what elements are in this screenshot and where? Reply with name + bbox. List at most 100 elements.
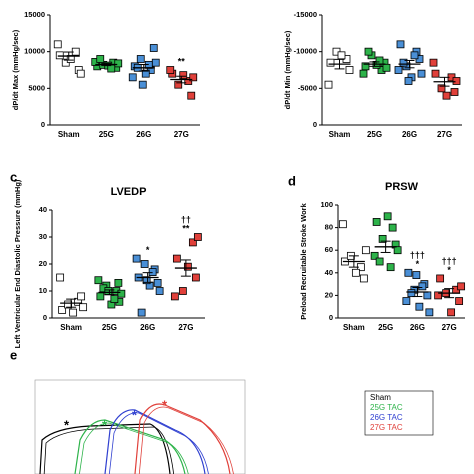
pv-frame: [34, 379, 246, 474]
data-point: [96, 292, 105, 301]
data-point: [375, 56, 384, 65]
data-point: [418, 282, 427, 291]
data-point: [386, 263, 395, 272]
x-tick-label: 27G: [178, 323, 193, 332]
x-tick-label: 25G: [378, 323, 393, 332]
data-point: [138, 80, 147, 89]
legend-box: [364, 390, 434, 436]
data-point: [452, 77, 461, 85]
y-tick-label: 0: [41, 120, 45, 129]
data-point: [402, 297, 411, 305]
y-tick-label: 80: [325, 223, 333, 232]
panel-label: d: [288, 173, 296, 188]
data-point: [404, 268, 413, 277]
data-point: [187, 91, 196, 100]
data-point: [170, 292, 179, 301]
data-point: [174, 80, 183, 89]
loop-marker: *: [162, 397, 168, 412]
legend-label: Sham: [370, 393, 391, 402]
y-tick-label: 10000: [24, 47, 45, 56]
data-point: [383, 212, 392, 221]
loop-marker: *: [132, 407, 138, 422]
data-point: [155, 287, 164, 295]
data-point: [434, 291, 443, 300]
y-tick-label: 10: [39, 286, 47, 295]
data-point: [450, 88, 459, 96]
significance-marker: **: [178, 56, 186, 66]
x-tick-label: Sham: [58, 130, 80, 139]
y-tick-label: 30: [39, 232, 47, 241]
data-point: [94, 276, 103, 285]
data-point: [140, 260, 149, 268]
data-point: [378, 234, 387, 243]
legend-label: 27G TAC: [370, 423, 403, 432]
data-point: [437, 84, 446, 93]
data-point: [117, 289, 126, 298]
data-point: [436, 274, 445, 283]
x-tick-label: 26G: [410, 323, 425, 332]
loop-marker: *: [102, 417, 108, 432]
x-tick-label: Sham: [329, 130, 351, 139]
data-point: [404, 77, 413, 85]
data-point: [407, 289, 416, 298]
y-tick-label: 100: [320, 200, 333, 209]
panel-title: dP/dt Min: [367, 0, 417, 3]
y-tick-label: 20: [39, 259, 47, 268]
y-tick-label: 0: [43, 313, 47, 322]
data-point: [359, 274, 368, 283]
data-point: [417, 69, 426, 78]
data-point: [410, 51, 419, 60]
y-tick-label: -5000: [298, 83, 317, 92]
panel-title: LVEDP: [111, 186, 147, 198]
panel-title: PRSW: [385, 181, 419, 193]
data-point: [442, 91, 451, 100]
data-point: [69, 308, 78, 317]
pv-loop: [134, 403, 231, 474]
y-tick-label: 60: [325, 245, 333, 254]
y-axis-label: dP/dt Min (mmHg/sec): [283, 30, 292, 109]
y-tick-label: -10000: [294, 47, 317, 56]
significance-marker: ††: [181, 214, 191, 224]
data-point: [178, 287, 187, 295]
data-point: [56, 273, 65, 282]
pv-loop: [104, 409, 206, 474]
x-tick-label: Sham: [60, 323, 82, 332]
data-point: [132, 254, 141, 263]
y-axis-label: Preload Recruitable Stroke Work: [299, 202, 308, 319]
data-point: [351, 268, 360, 277]
y-axis-label: Left Ventricular End Diastolic Pressure …: [13, 179, 22, 348]
data-point: [370, 251, 379, 260]
y-tick-label: 0: [313, 120, 317, 129]
y-tick-label: 0: [329, 313, 333, 322]
data-point: [77, 292, 86, 301]
data-point: [193, 233, 202, 241]
data-point: [412, 271, 421, 279]
data-point: [148, 268, 157, 277]
data-point: [137, 308, 146, 317]
pv-loop: [138, 406, 234, 474]
data-point: [172, 254, 181, 263]
data-point: [423, 291, 432, 300]
data-point: [179, 71, 188, 80]
data-point: [114, 59, 123, 68]
significance-marker: *: [416, 259, 420, 269]
data-point: [326, 58, 335, 67]
data-point: [153, 278, 162, 287]
panel-title: dP/dt Max: [99, 0, 152, 3]
data-point: [141, 69, 150, 78]
x-tick-label: 27G: [442, 323, 457, 332]
data-point: [188, 238, 197, 247]
y-tick-label: 20: [325, 290, 333, 299]
data-point: [136, 55, 145, 63]
data-point: [114, 278, 123, 287]
data-point: [364, 47, 373, 56]
data-point: [372, 218, 381, 226]
y-tick-label: 40: [39, 205, 47, 214]
panel-label: c: [10, 169, 17, 184]
legend-label: 26G TAC: [370, 413, 403, 422]
loop-marker: *: [64, 417, 70, 432]
y-axis-label: dP/dt Max (mmHg/sec): [11, 29, 20, 110]
data-point: [455, 297, 464, 305]
data-point: [76, 69, 85, 78]
data-point: [431, 69, 440, 78]
